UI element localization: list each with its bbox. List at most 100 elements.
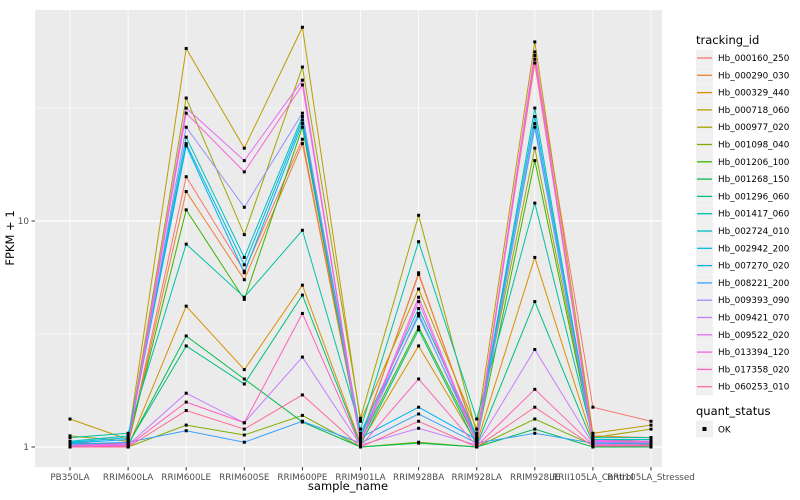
point-Hb_009522_020 (242, 159, 246, 163)
point-Hb_001206_100 (300, 125, 304, 129)
point-Hb_013394_120 (475, 440, 479, 444)
legend-label-Hb_001417_060: Hb_001417_060 (718, 210, 790, 220)
point-Hb_000977_020 (475, 431, 479, 435)
point-Hb_000290_030 (184, 190, 188, 194)
point-Hb_002942_200 (533, 114, 537, 118)
point-Hb_000977_020 (359, 416, 362, 420)
point-Hb_017358_020 (533, 387, 537, 391)
point-Hb_001296_060 (242, 382, 246, 386)
point-Hb_008221_200 (184, 429, 188, 433)
point-Hb_000718_060 (591, 431, 595, 435)
point-Hb_000329_440 (184, 304, 188, 308)
point-Hb_009421_070 (533, 348, 537, 352)
point-Hb_002724_010 (417, 307, 421, 311)
point-Hb_001417_060 (417, 240, 421, 244)
point-Hb_000718_060 (417, 287, 421, 291)
legend-label-Hb_001296_060: Hb_001296_060 (718, 192, 790, 202)
point-Hb_000290_030 (300, 142, 304, 146)
point-Hb_001098_040 (300, 413, 304, 417)
point-Hb_000290_030 (591, 434, 595, 438)
point-Hb_001296_060 (417, 328, 421, 332)
point-Hb_009421_070 (417, 426, 421, 430)
point-Hb_001417_060 (126, 431, 130, 435)
y-axis-title: FPKM + 1 (3, 210, 17, 265)
point-Hb_002942_200 (242, 263, 246, 267)
point-Hb_000160_250 (533, 53, 537, 57)
gridlines (35, 10, 662, 467)
point-Hb_002724_010 (184, 135, 188, 139)
point-Hb_002724_010 (359, 431, 362, 435)
legend-label-Hb_000977_020: Hb_000977_020 (718, 123, 790, 133)
point-Hb_001206_100 (533, 159, 537, 163)
point-Hb_001417_060 (649, 436, 653, 440)
point-Hb_001268_150 (417, 441, 421, 445)
point-Hb_000977_020 (533, 146, 537, 150)
legend-label-Hb_001206_100: Hb_001206_100 (718, 158, 790, 168)
point-Hb_002942_200 (126, 436, 130, 440)
y-tick-label: 1 (23, 443, 29, 453)
x-tick-label: RRIM600SE (219, 473, 269, 483)
point-Hb_008221_200 (533, 431, 537, 435)
point-Hb_009522_020 (300, 78, 304, 82)
x-tick-label: PB350LA (50, 473, 89, 483)
point-Hb_001268_150 (533, 427, 537, 431)
point-Hb_008221_200 (242, 440, 246, 444)
x-tick-label: RRIM600LA (103, 473, 153, 483)
point-Hb_001098_040 (533, 417, 537, 421)
point-Hb_000718_060 (184, 46, 188, 50)
point-Hb_017358_020 (242, 421, 246, 425)
x-tick-label: RRIM928LE (510, 473, 560, 483)
point-Hb_002724_010 (475, 434, 479, 438)
plot-panel (35, 10, 662, 467)
point-Hb_002942_200 (475, 436, 479, 440)
point-Hb_013394_120 (184, 111, 188, 115)
x-tick-label: RRIM600PE (277, 473, 327, 483)
point-Hb_001296_060 (533, 300, 537, 304)
point-Hb_000977_020 (242, 233, 246, 237)
legend-label-Hb_013394_120: Hb_013394_120 (718, 348, 790, 358)
legend-label-Hb_009393_090: Hb_009393_090 (718, 296, 790, 306)
point-Hb_009393_090 (417, 311, 421, 315)
point-Hb_007270_020 (475, 437, 479, 441)
point-Hb_017358_020 (300, 311, 304, 315)
legend-tracking-entries: Hb_000160_250 Hb_000290_030 Hb_000329_440 H… (696, 49, 790, 396)
point-Hb_008221_200 (300, 419, 304, 423)
point-Hb_000329_440 (533, 255, 537, 259)
legend-title-tracking-id: tracking_id (696, 33, 759, 47)
point-Hb_001098_040 (242, 433, 246, 437)
point-Hb_001417_060 (68, 436, 72, 440)
point-Hb_000160_250 (359, 437, 362, 441)
point-Hb_009393_090 (242, 205, 246, 209)
point-Hb_009393_090 (533, 122, 537, 126)
point-Hb_000160_250 (591, 405, 595, 409)
point-Hb_060253_010 (68, 445, 72, 449)
point-Hb_001417_060 (184, 242, 188, 246)
point-Hb_000718_060 (242, 146, 246, 150)
legend-label-Hb_008221_200: Hb_008221_200 (718, 279, 790, 289)
point-Hb_001206_100 (242, 297, 246, 301)
legend-quant-entries: OK (696, 420, 731, 438)
point-Hb_013394_120 (242, 170, 246, 174)
point-Hb_001417_060 (242, 295, 246, 299)
legend-label-Hb_000329_440: Hb_000329_440 (718, 89, 790, 99)
point-Hb_007270_020 (533, 125, 537, 129)
point-Hb_007270_020 (417, 405, 421, 409)
point-Hb_002942_200 (300, 118, 304, 122)
point-Hb_000977_020 (184, 96, 188, 100)
point-Hb_001417_060 (475, 417, 479, 421)
point-Hb_060253_010 (359, 445, 362, 449)
point-Hb_000290_030 (417, 272, 421, 276)
point-Hb_002724_010 (300, 114, 304, 118)
point-Hb_009522_020 (533, 50, 537, 54)
legend-label-Hb_017358_020: Hb_017358_020 (718, 365, 790, 375)
point-Hb_000977_020 (300, 65, 304, 69)
point-Hb_013394_120 (300, 83, 304, 87)
point-Hb_060253_010 (184, 409, 188, 413)
point-Hb_000160_250 (649, 419, 653, 423)
point-Hb_001268_150 (242, 377, 246, 381)
point-Hb_060253_010 (649, 444, 653, 448)
point-Hb_000718_060 (475, 427, 479, 431)
point-Hb_001417_060 (533, 201, 537, 205)
legend-label-Hb_007270_020: Hb_007270_020 (718, 262, 790, 272)
legend-label-Hb_001268_150: Hb_001268_150 (718, 175, 790, 185)
